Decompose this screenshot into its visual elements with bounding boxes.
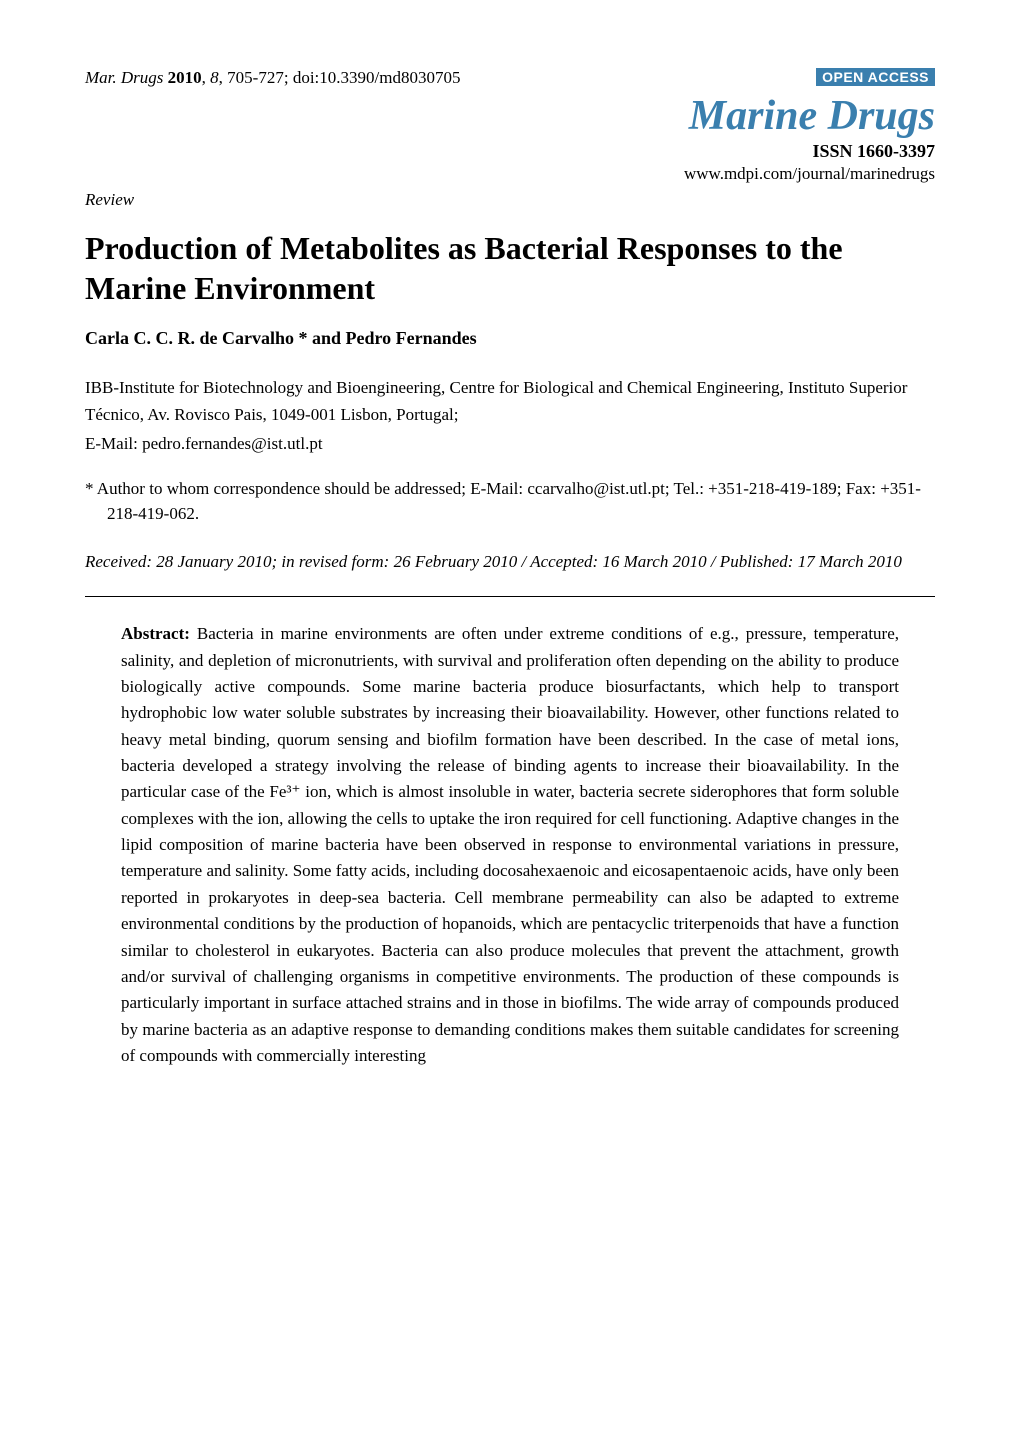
issn-line: ISSN 1660-3397 xyxy=(684,141,935,162)
correspondence: * Author to whom correspondence should b… xyxy=(85,476,935,527)
article-title: Production of Metabolites as Bacterial R… xyxy=(85,228,935,308)
pages: 705-727 xyxy=(227,68,284,87)
abstract-text: Bacteria in marine environments are ofte… xyxy=(121,624,899,1065)
volume: 8 xyxy=(210,68,219,87)
citation-line: Mar. Drugs 2010, 8, 705-727; doi:10.3390… xyxy=(85,68,460,88)
doi: doi:10.3390/md8030705 xyxy=(293,68,461,87)
year-bold: 2010 xyxy=(168,68,202,87)
authors: Carla C. C. R. de Carvalho * and Pedro F… xyxy=(85,328,935,349)
email-line: E-Mail: pedro.fernandes@ist.utl.pt xyxy=(85,434,935,454)
section-divider xyxy=(85,596,935,597)
abstract-block: Abstract: Bacteria in marine environment… xyxy=(85,621,935,1069)
journal-block: OPEN ACCESS Marine Drugs ISSN 1660-3397 … xyxy=(684,68,935,184)
header-row: Mar. Drugs 2010, 8, 705-727; doi:10.3390… xyxy=(85,68,935,184)
publication-dates: Received: 28 January 2010; in revised fo… xyxy=(85,549,935,575)
open-access-badge: OPEN ACCESS xyxy=(816,68,935,86)
journal-abbrev: Mar. Drugs xyxy=(85,68,163,87)
affiliation: IBB-Institute for Biotechnology and Bioe… xyxy=(85,375,935,428)
journal-title: Marine Drugs xyxy=(684,93,935,139)
journal-url: www.mdpi.com/journal/marinedrugs xyxy=(684,164,935,184)
article-type-label: Review xyxy=(85,190,935,210)
abstract-label: Abstract: xyxy=(121,624,190,643)
